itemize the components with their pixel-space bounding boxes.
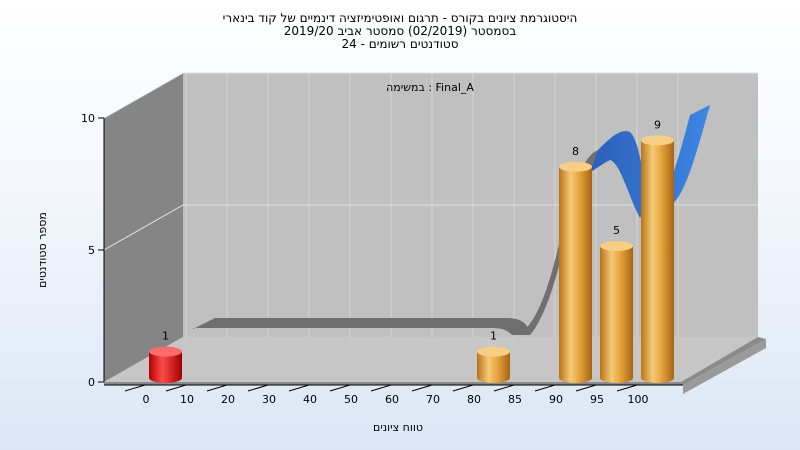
x-tick-label-50: 50 xyxy=(344,393,358,406)
data-label-100: 9 xyxy=(654,118,661,131)
x-tick-mark-80 xyxy=(452,384,474,392)
bar-top-90 xyxy=(559,161,592,172)
x-tick-label-85: 85 xyxy=(508,393,522,406)
x-tick-mark-30 xyxy=(247,384,269,392)
x-axis-label: טווח ציונים xyxy=(373,421,423,434)
x-tick-label-95: 95 xyxy=(590,393,604,406)
x-tick-mark-90 xyxy=(534,384,556,392)
x-tick-mark-70 xyxy=(411,384,433,392)
x-tick-label-10: 10 xyxy=(180,393,194,406)
x-tick-mark-20 xyxy=(206,384,228,392)
x-tick-label-0: 0 xyxy=(143,393,150,406)
y-tick-label-0: 0 xyxy=(88,376,95,389)
y-tick-label-5: 5 xyxy=(88,244,95,257)
x-axis: 0 10 20 30 40 50 60 70 80 85 90 95 100 xyxy=(104,384,683,406)
x-tick-mark-95 xyxy=(575,384,597,392)
x-tick-mark-60 xyxy=(370,384,392,392)
data-label-95: 5 xyxy=(613,224,620,237)
y-axis: 0 5 10 xyxy=(81,112,105,389)
bar-0 xyxy=(149,351,182,383)
x-tick-mark-100 xyxy=(616,384,638,392)
chart-annotation: במשימה : Final_A xyxy=(386,81,474,94)
x-tick-label-30: 30 xyxy=(262,393,276,406)
grid-line-left-10 xyxy=(103,72,184,119)
y-tick-label-10: 10 xyxy=(81,112,95,125)
bar-top-100 xyxy=(641,135,674,146)
x-tick-label-100: 100 xyxy=(628,393,649,406)
bar-top-95 xyxy=(600,241,633,251)
chart-title-line-1: היסטוגרמת ציונים בקורס - תרגום ואופטימיז… xyxy=(222,11,578,25)
bar-80 xyxy=(477,351,510,383)
bar-top-80 xyxy=(477,346,510,357)
x-tick-label-20: 20 xyxy=(221,393,235,406)
x-tick-label-40: 40 xyxy=(303,393,317,406)
y-axis-label: מספר סטודנטים xyxy=(36,212,49,288)
trend-ribbon-blue xyxy=(590,105,710,218)
data-label-0: 1 xyxy=(162,330,169,343)
grid-lines xyxy=(103,72,758,337)
grid-line-left-5 xyxy=(103,204,184,251)
bar-95 xyxy=(600,246,633,383)
x-tick-mark-40 xyxy=(288,384,310,392)
trend-ribbon-grey xyxy=(193,318,530,335)
frame-shadow xyxy=(683,339,766,394)
bar-90 xyxy=(559,166,592,383)
bar-top-0 xyxy=(149,346,182,357)
data-label-80: 1 xyxy=(490,330,497,343)
chart-title-line-2: בסמסטר (02/2019) סמסטר אביב 2019/20 xyxy=(283,24,517,38)
floor xyxy=(104,337,758,382)
x-tick-label-90: 90 xyxy=(549,393,563,406)
x-tick-label-80: 80 xyxy=(467,393,481,406)
x-tick-mark-85 xyxy=(493,384,515,392)
x-tick-mark-10 xyxy=(165,384,187,392)
x-tick-label-70: 70 xyxy=(426,393,440,406)
x-tick-mark-50 xyxy=(329,384,351,392)
bar-100 xyxy=(641,140,674,383)
chart-title-line-3: סטודנטים רשומים - 24 xyxy=(341,37,459,51)
data-label-90: 8 xyxy=(572,145,579,158)
x-tick-label-60: 60 xyxy=(385,393,399,406)
x-tick-mark-0 xyxy=(124,384,146,392)
